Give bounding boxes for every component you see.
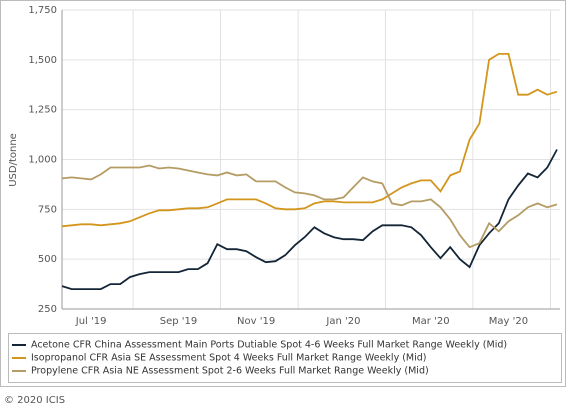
legend-box <box>8 333 562 383</box>
x-tick-label: May '20 <box>489 316 528 327</box>
legend-text: Isopropanol CFR Asia SE Assessment Spot … <box>31 353 427 364</box>
legend-text: Acetone CFR China Assessment Main Ports … <box>31 340 507 351</box>
y-tick-label: 750 <box>38 204 57 215</box>
footer: © 2020 ICIS <box>4 395 65 406</box>
y-tick-label: 1,750 <box>28 5 57 16</box>
y-axis-label: USD/tonne <box>8 133 19 187</box>
x-tick-label: Jan '20 <box>325 316 360 327</box>
y-tick-label: 250 <box>38 304 57 315</box>
x-tick-label: Mar '20 <box>412 316 450 327</box>
y-tick-label: 1,500 <box>28 55 57 66</box>
x-tick-label: Sep '19 <box>160 316 198 327</box>
series-line <box>61 53 558 228</box>
y-tick-label: 1,250 <box>28 105 57 116</box>
x-tick-label: Nov '19 <box>237 316 275 327</box>
chart-frame <box>0 0 566 387</box>
y-tick-label: 500 <box>38 254 57 265</box>
legend-text: Propylene CFR Asia NE Assessment Spot 2-… <box>31 366 429 377</box>
series-line <box>61 149 558 290</box>
x-tick-label: Jul '19 <box>75 316 107 327</box>
y-tick-label: 1,000 <box>28 155 57 166</box>
series-line <box>61 164 558 249</box>
